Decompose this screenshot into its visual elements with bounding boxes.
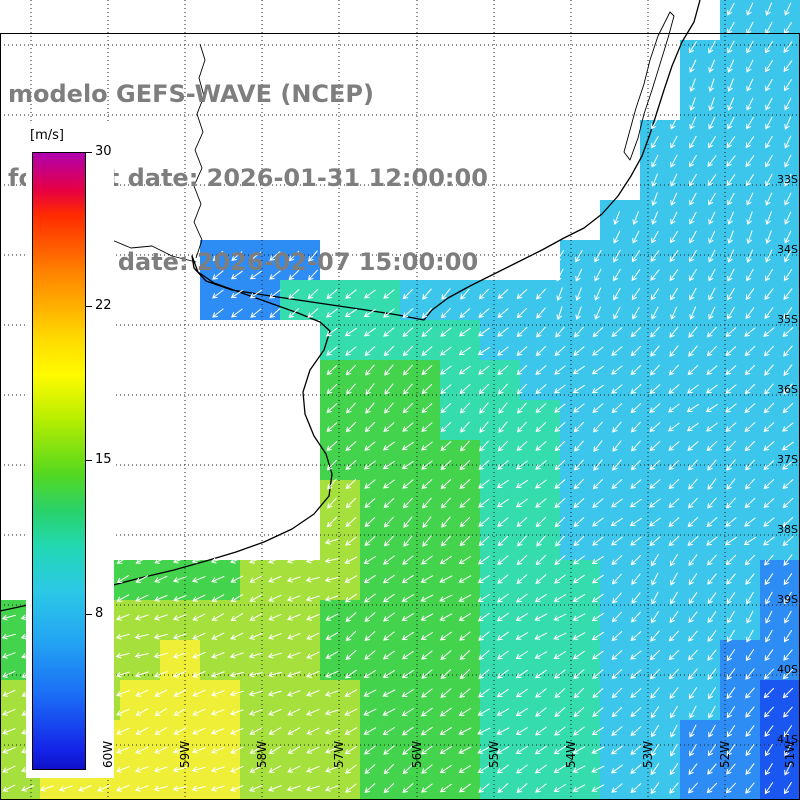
colorbar: [m/s] 30 22 15 8 <box>26 122 114 778</box>
lat-label: 34S <box>777 243 798 256</box>
lon-label: 55W <box>487 740 501 768</box>
lat-label: 33S <box>777 173 798 186</box>
lon-label: 52W <box>718 740 732 768</box>
lat-label: 37S <box>777 453 798 466</box>
colorbar-tick-mark <box>86 152 92 153</box>
lon-label: 54W <box>564 740 578 768</box>
lat-label: 35S <box>777 313 798 326</box>
lon-label: 56W <box>410 740 424 768</box>
lat-label: 38S <box>777 523 798 536</box>
lon-label: 53W <box>641 740 655 768</box>
lon-label: 57W <box>332 740 346 768</box>
lat-label: 40S <box>777 663 798 676</box>
colorbar-tick-label: 8 <box>95 606 104 621</box>
lat-label: 36S <box>777 383 798 396</box>
lon-label: 60W <box>101 740 115 768</box>
colorbar-tick-mark <box>86 614 92 615</box>
lat-label: 41S <box>777 733 798 746</box>
colorbar-tick-mark <box>86 306 92 307</box>
colorbar-gradient <box>32 152 86 770</box>
model-title: modelo GEFS-WAVE (NCEP) <box>8 80 374 108</box>
lon-label: 58W <box>255 740 269 768</box>
colorbar-tick-label: 30 <box>95 144 112 159</box>
lat-label: 39S <box>777 593 798 606</box>
colorbar-tick-label: 22 <box>95 298 112 313</box>
coastline <box>0 0 701 612</box>
colorbar-unit-label: [m/s] <box>30 128 64 143</box>
colorbar-tick-label: 15 <box>95 452 112 467</box>
lon-label: 59W <box>178 740 192 768</box>
colorbar-tick-mark <box>86 460 92 461</box>
